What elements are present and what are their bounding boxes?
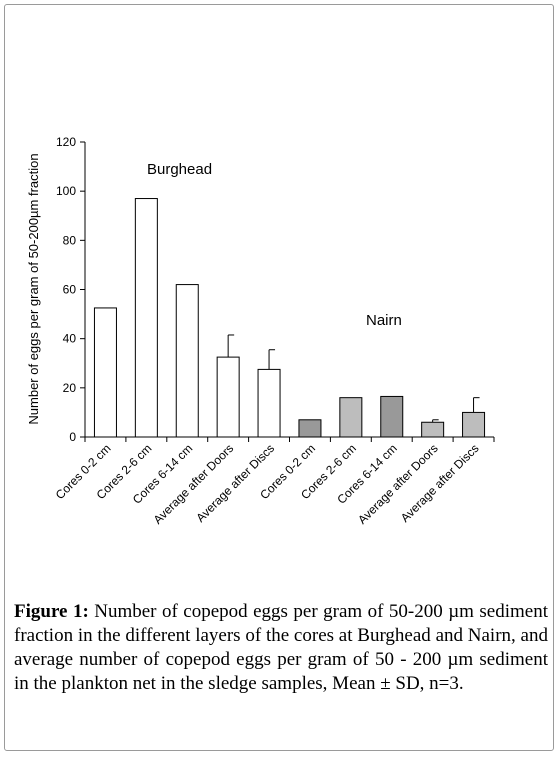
caption-text: Number of copepod eggs per gram of 50-20… (14, 601, 548, 694)
y-tick-label: 0 (69, 430, 76, 444)
annotation-nairn: Nairn (366, 312, 402, 329)
bar (462, 411, 486, 438)
caption-label: Figure 1: (14, 601, 89, 622)
bar (257, 368, 281, 438)
figure-caption: Figure 1: Number of copepod eggs per gra… (14, 600, 548, 696)
y-tick-label: 60 (63, 283, 77, 297)
x-tick-label: Average after Discs (193, 441, 277, 525)
bar (175, 284, 199, 438)
annotation-burghead: Burghead (147, 161, 212, 178)
y-axis-label: Number of eggs per gram of 50-200µm frac… (26, 153, 41, 424)
y-tick-label: 100 (56, 184, 76, 198)
x-tick-label: Average after Discs (398, 441, 482, 525)
bar (93, 307, 117, 438)
bar (134, 198, 158, 438)
y-tick-label: 120 (56, 135, 76, 149)
y-tick-label: 20 (63, 381, 77, 395)
bar (380, 395, 404, 438)
bar (339, 397, 363, 438)
bar (421, 421, 445, 438)
bar (216, 356, 240, 438)
y-tick-label: 40 (63, 332, 77, 346)
y-tick-label: 80 (63, 233, 77, 247)
bar (298, 419, 322, 438)
